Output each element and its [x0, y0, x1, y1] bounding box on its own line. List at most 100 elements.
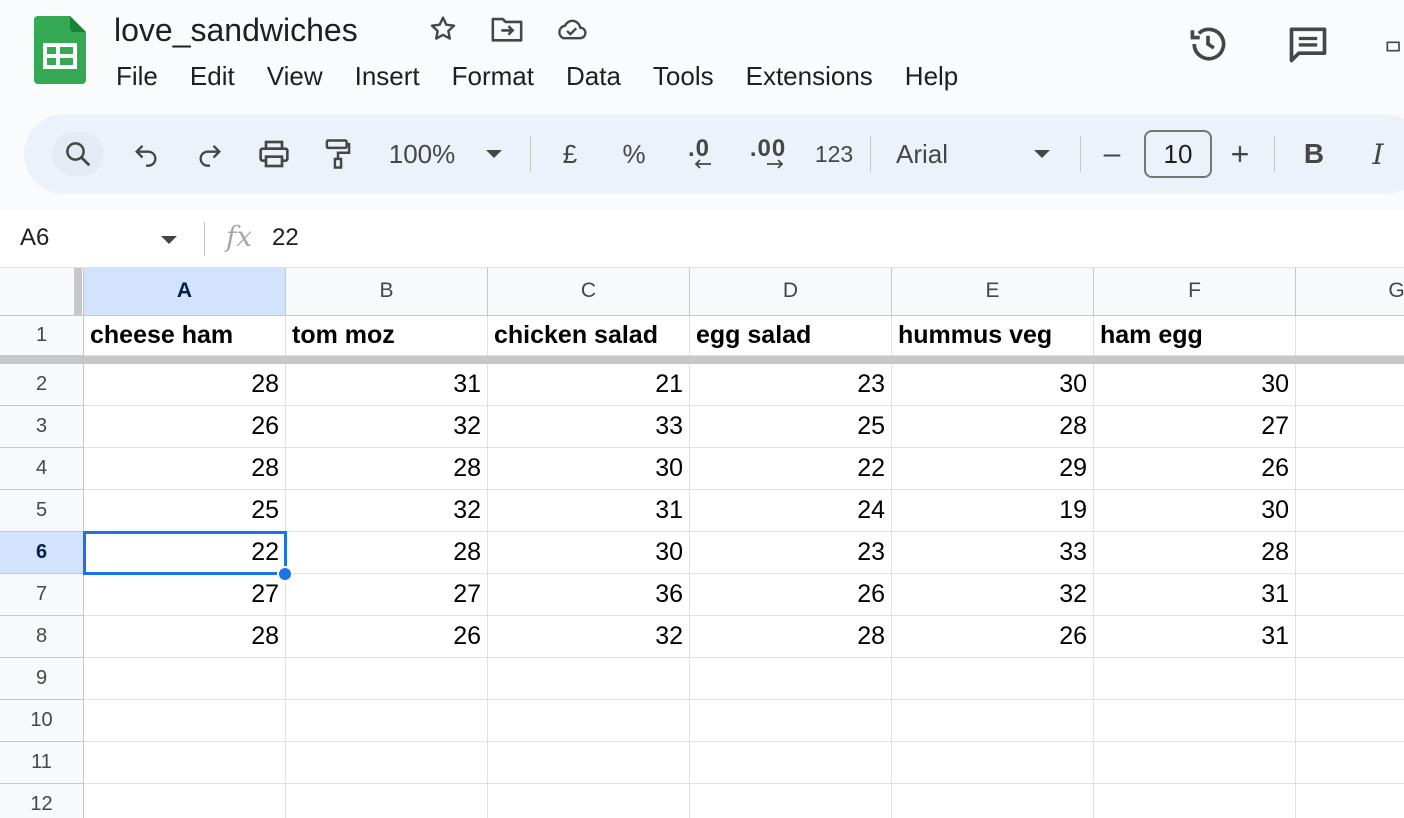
cell-d2[interactable]: 23	[690, 364, 892, 406]
cell-b10[interactable]	[286, 700, 488, 742]
column-header-f[interactable]: F	[1094, 268, 1296, 316]
currency-format-button[interactable]: £	[562, 138, 578, 169]
cell-g5[interactable]	[1296, 490, 1404, 532]
cell-g12[interactable]	[1296, 784, 1404, 818]
column-header-a[interactable]: A	[84, 268, 286, 316]
column-header-e[interactable]: E	[892, 268, 1094, 316]
decrease-decimal-button[interactable]: .0	[674, 132, 724, 176]
version-history-icon[interactable]	[1184, 20, 1232, 68]
cell-b2[interactable]: 31	[286, 364, 488, 406]
star-icon[interactable]	[426, 12, 460, 46]
cell-a7[interactable]: 27	[84, 574, 286, 616]
cell-a9[interactable]	[84, 658, 286, 700]
cell-f4[interactable]: 26	[1094, 448, 1296, 490]
frozen-row-divider[interactable]	[0, 356, 1404, 364]
row-header-3[interactable]: 3	[0, 406, 84, 448]
row-header-9[interactable]: 9	[0, 658, 84, 700]
cell-a2[interactable]: 28	[84, 364, 286, 406]
font-family-select[interactable]: Arial	[896, 138, 949, 169]
cell-b12[interactable]	[286, 784, 488, 818]
cell-b4[interactable]: 28	[286, 448, 488, 490]
cell-e9[interactable]	[892, 658, 1094, 700]
cell-b5[interactable]: 32	[286, 490, 488, 532]
column-header-c[interactable]: C	[488, 268, 690, 316]
cell-f2[interactable]: 30	[1094, 364, 1296, 406]
menu-insert[interactable]: Insert	[354, 61, 420, 91]
column-header-d[interactable]: D	[690, 268, 892, 316]
chevron-down-icon[interactable]	[160, 232, 178, 250]
cell-g7[interactable]	[1296, 574, 1404, 616]
cell-c9[interactable]	[488, 658, 690, 700]
cell-c2[interactable]: 21	[488, 364, 690, 406]
row-header-4[interactable]: 4	[0, 448, 84, 490]
document-title[interactable]: love_sandwiches	[114, 12, 358, 48]
more-formats-button[interactable]: 123	[814, 140, 854, 167]
percent-format-button[interactable]: %	[622, 138, 646, 169]
menu-help[interactable]: Help	[904, 61, 959, 91]
row-header-7[interactable]: 7	[0, 574, 84, 616]
cell-f10[interactable]	[1094, 700, 1296, 742]
search-icon[interactable]	[52, 132, 104, 176]
menu-format[interactable]: Format	[451, 61, 534, 91]
cell-c4[interactable]: 30	[488, 448, 690, 490]
cell-f3[interactable]: 27	[1094, 406, 1296, 448]
frozen-column-handle[interactable]	[74, 268, 82, 316]
menu-tools[interactable]: Tools	[652, 61, 714, 91]
cell-a5[interactable]: 25	[84, 490, 286, 532]
row-header-12[interactable]: 12	[0, 784, 84, 818]
row-header-5[interactable]: 5	[0, 490, 84, 532]
cell-e10[interactable]	[892, 700, 1094, 742]
cell-a12[interactable]	[84, 784, 286, 818]
print-icon[interactable]	[252, 132, 296, 176]
cell-c3[interactable]: 33	[488, 406, 690, 448]
name-box[interactable]: A6	[20, 224, 50, 251]
cell-d11[interactable]	[690, 742, 892, 784]
cell-e6[interactable]: 33	[892, 532, 1094, 574]
row-header-6[interactable]: 6	[0, 532, 84, 574]
sheets-logo-icon[interactable]	[34, 16, 86, 84]
menu-edit[interactable]: Edit	[189, 61, 235, 91]
cell-f9[interactable]	[1094, 658, 1296, 700]
cell-a8[interactable]: 28	[84, 616, 286, 658]
zoom-select[interactable]: 100%	[388, 138, 456, 169]
cell-e3[interactable]: 28	[892, 406, 1094, 448]
cell-e2[interactable]: 30	[892, 364, 1094, 406]
cell-c5[interactable]: 31	[488, 490, 690, 532]
chevron-down-icon[interactable]	[1028, 132, 1056, 176]
row-header-10[interactable]: 10	[0, 700, 84, 742]
cell-d7[interactable]: 26	[690, 574, 892, 616]
cell-b6[interactable]: 28	[286, 532, 488, 574]
cell-e4[interactable]: 29	[892, 448, 1094, 490]
cell-g2[interactable]	[1296, 364, 1404, 406]
cell-g4[interactable]	[1296, 448, 1404, 490]
cell-e7[interactable]: 32	[892, 574, 1094, 616]
redo-icon[interactable]	[188, 132, 232, 176]
select-all-corner[interactable]	[0, 268, 84, 316]
cell-f5[interactable]: 30	[1094, 490, 1296, 532]
cloud-saved-icon[interactable]	[554, 12, 588, 46]
cell-f8[interactable]: 31	[1094, 616, 1296, 658]
cell-a1[interactable]: cheese ham	[84, 316, 286, 356]
increase-decimal-button[interactable]: .00	[740, 132, 796, 176]
cell-c12[interactable]	[488, 784, 690, 818]
lock-share-icon[interactable]	[1384, 20, 1404, 68]
cell-f6[interactable]: 28	[1094, 532, 1296, 574]
cell-f7[interactable]: 31	[1094, 574, 1296, 616]
cell-d10[interactable]	[690, 700, 892, 742]
comment-icon[interactable]	[1284, 20, 1332, 68]
cell-a10[interactable]	[84, 700, 286, 742]
cell-d5[interactable]: 24	[690, 490, 892, 532]
column-header-g[interactable]: G	[1296, 268, 1404, 316]
cell-d12[interactable]	[690, 784, 892, 818]
cell-c8[interactable]: 32	[488, 616, 690, 658]
row-header-2[interactable]: 2	[0, 364, 84, 406]
cell-b7[interactable]: 27	[286, 574, 488, 616]
cell-c11[interactable]	[488, 742, 690, 784]
cell-f1[interactable]: ham egg	[1094, 316, 1296, 356]
cell-a11[interactable]	[84, 742, 286, 784]
row-header-1[interactable]: 1	[0, 316, 84, 356]
cell-b1[interactable]: tom moz	[286, 316, 488, 356]
column-header-b[interactable]: B	[286, 268, 488, 316]
cell-g8[interactable]	[1296, 616, 1404, 658]
cell-b11[interactable]	[286, 742, 488, 784]
